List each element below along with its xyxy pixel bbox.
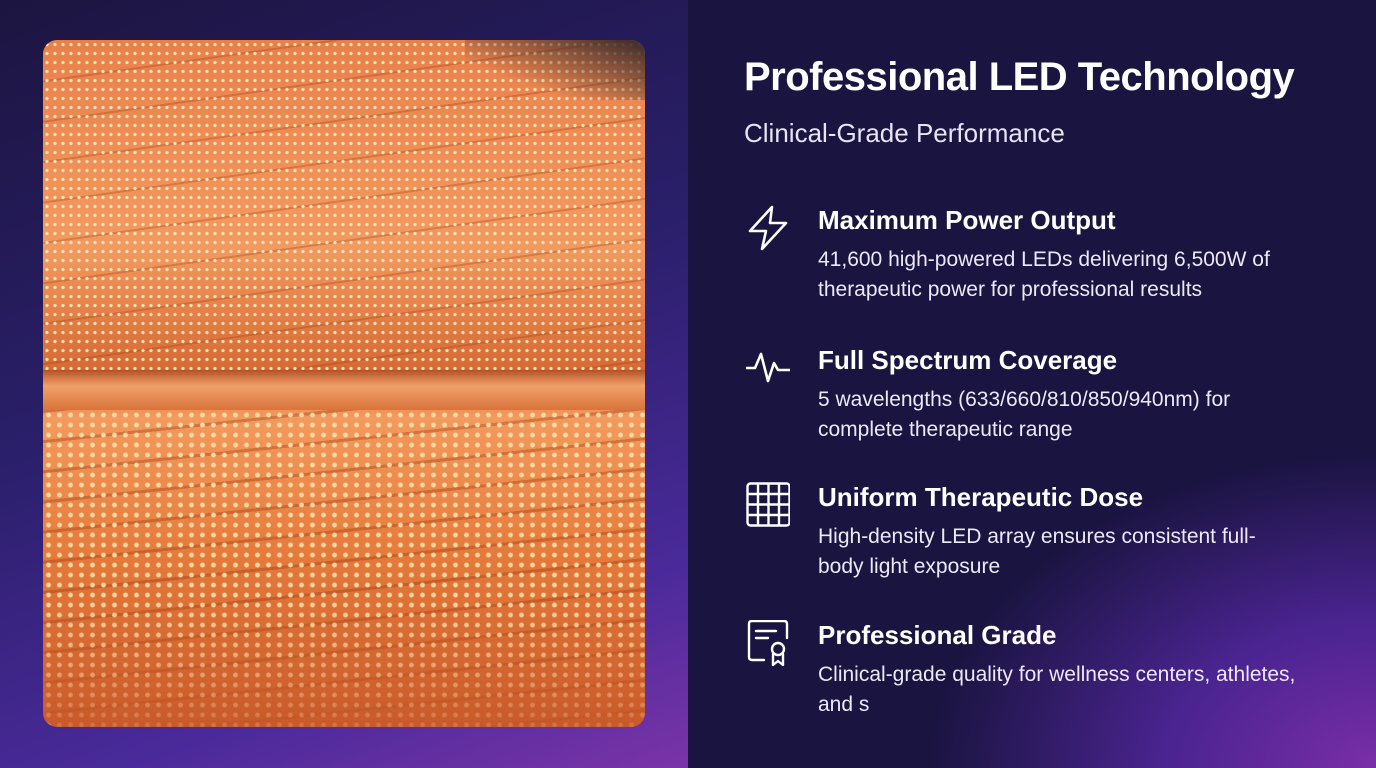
left-panel xyxy=(0,0,688,768)
pulse-wave-icon xyxy=(746,352,790,383)
led-array-lower xyxy=(43,410,645,727)
feature-text: 5 wavelengths (633/660/810/850/940nm) fo… xyxy=(818,388,1231,441)
feature-text: 41,600 high-powered LEDs delivering 6,50… xyxy=(818,248,1270,301)
feature-text: Clinical-grade quality for wellness cent… xyxy=(818,663,1296,716)
feature-title: Full Spectrum Coverage xyxy=(818,345,1118,375)
certificate-icon xyxy=(747,620,789,666)
page-title: Professional LED Technology xyxy=(744,55,1295,99)
feature-title: Uniform Therapeutic Dose xyxy=(818,482,1144,512)
led-panel-photo xyxy=(43,40,645,727)
feature-title: Professional Grade xyxy=(818,620,1057,650)
feature-title: Maximum Power Output xyxy=(818,205,1116,235)
grid-icon xyxy=(746,482,790,527)
lightning-bolt-icon xyxy=(748,205,788,251)
feature-text: High-density LED array ensures consisten… xyxy=(818,525,1256,578)
panel-rail xyxy=(43,370,645,410)
right-panel xyxy=(688,0,1376,768)
page-subtitle: Clinical-Grade Performance xyxy=(744,118,1065,148)
photo-shadow xyxy=(465,40,645,100)
